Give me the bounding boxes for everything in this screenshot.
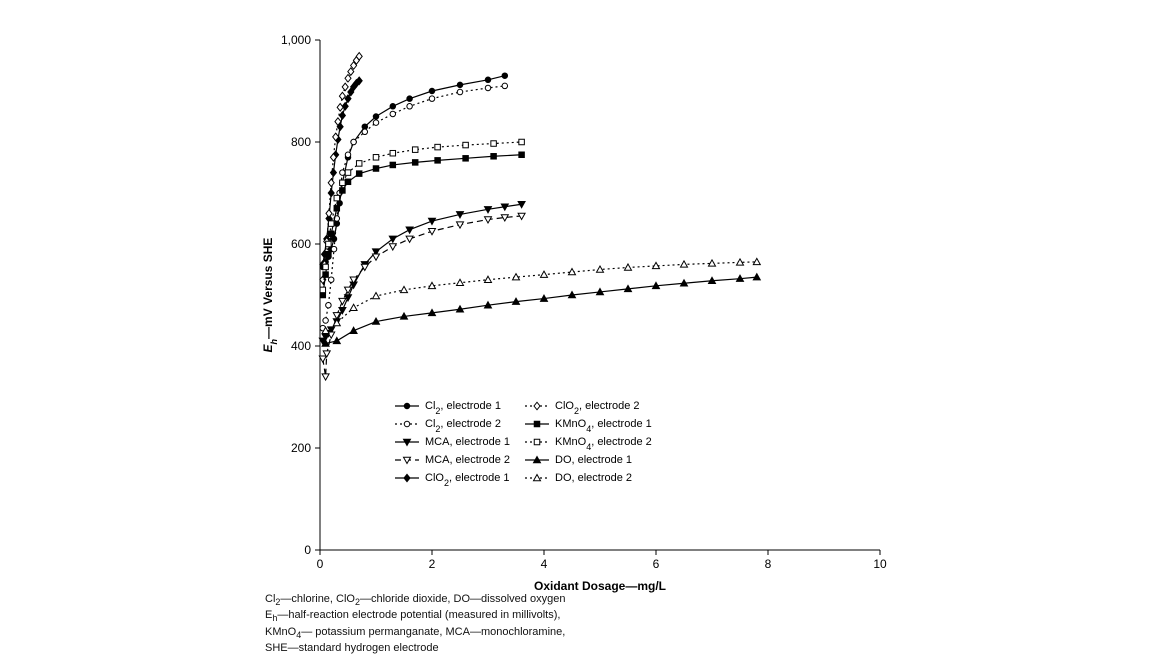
figure-container: 0 2 4 6 8 10 Oxidant Dosage—mg/L 0 200 400 600 800 1… xyxy=(0,0,1170,658)
legend: Cl2, electrode 1 Cl2, electrode 2 MCA, ele… xyxy=(395,400,652,488)
svg-text:Cl2, electrode 2: Cl2, electrode 2 xyxy=(425,418,501,434)
legend-item-kmno4_e1: KMnO4, electrode 1 xyxy=(525,418,652,434)
svg-text:800: 800 xyxy=(291,135,311,149)
svg-text:400: 400 xyxy=(291,339,311,353)
svg-text:0: 0 xyxy=(304,543,311,557)
svg-text:ClO2, electrode 1: ClO2, electrode 1 xyxy=(425,472,510,488)
legend-item-clo2_e1: ClO2, electrode 1 xyxy=(395,472,510,488)
svg-text:DO, electrode 2: DO, electrode 2 xyxy=(555,472,632,484)
svg-text:0: 0 xyxy=(317,557,324,571)
svg-text:Eh—mV Versus SHE: Eh—mV Versus SHE xyxy=(261,238,279,353)
series-do_e1 xyxy=(322,274,760,347)
svg-text:MCA, electrode 1: MCA, electrode 1 xyxy=(425,436,510,448)
svg-text:DO, electrode 1: DO, electrode 1 xyxy=(555,454,632,466)
legend-item-do_e2: DO, electrode 2 xyxy=(525,472,632,484)
legend-item-mca_e2: MCA, electrode 2 xyxy=(395,454,510,466)
legend-item-cl2_e2: Cl2, electrode 2 xyxy=(395,418,501,434)
series-mca_e1 xyxy=(319,201,525,344)
svg-text:KMnO4, electrode 2: KMnO4, electrode 2 xyxy=(555,436,652,452)
svg-text:10: 10 xyxy=(873,557,887,571)
svg-text:MCA, electrode 2: MCA, electrode 2 xyxy=(425,454,510,466)
legend-item-cl2_e1: Cl2, electrode 1 xyxy=(395,400,501,416)
svg-text:ClO2, electrode 2: ClO2, electrode 2 xyxy=(555,400,640,416)
svg-text:Oxidant Dosage—mg/L: Oxidant Dosage—mg/L xyxy=(534,579,666,593)
svg-text:1,000: 1,000 xyxy=(281,33,311,47)
svg-text:4: 4 xyxy=(541,557,548,571)
svg-text:KMnO4, electrode 1: KMnO4, electrode 1 xyxy=(555,418,652,434)
legend-item-mca_e1: MCA, electrode 1 xyxy=(395,436,510,448)
svg-text:6: 6 xyxy=(653,557,660,571)
svg-text:Cl2, electrode 1: Cl2, electrode 1 xyxy=(425,400,501,416)
svg-text:200: 200 xyxy=(291,441,311,455)
figure-footnotes: Cl2—chlorine, ClO2—chloride dioxide, DO—… xyxy=(265,592,565,656)
svg-text:600: 600 xyxy=(291,237,311,251)
legend-item-do_e1: DO, electrode 1 xyxy=(525,454,632,466)
svg-text:2: 2 xyxy=(429,557,436,571)
legend-item-kmno4_e2: KMnO4, electrode 2 xyxy=(525,436,652,452)
eh-vs-dosage-chart: 0 2 4 6 8 10 Oxidant Dosage—mg/L 0 200 400 600 800 1… xyxy=(0,0,1170,658)
series-do_e2 xyxy=(322,258,760,333)
legend-item-clo2_e2: ClO2, electrode 2 xyxy=(525,400,640,416)
svg-text:8: 8 xyxy=(765,557,772,571)
